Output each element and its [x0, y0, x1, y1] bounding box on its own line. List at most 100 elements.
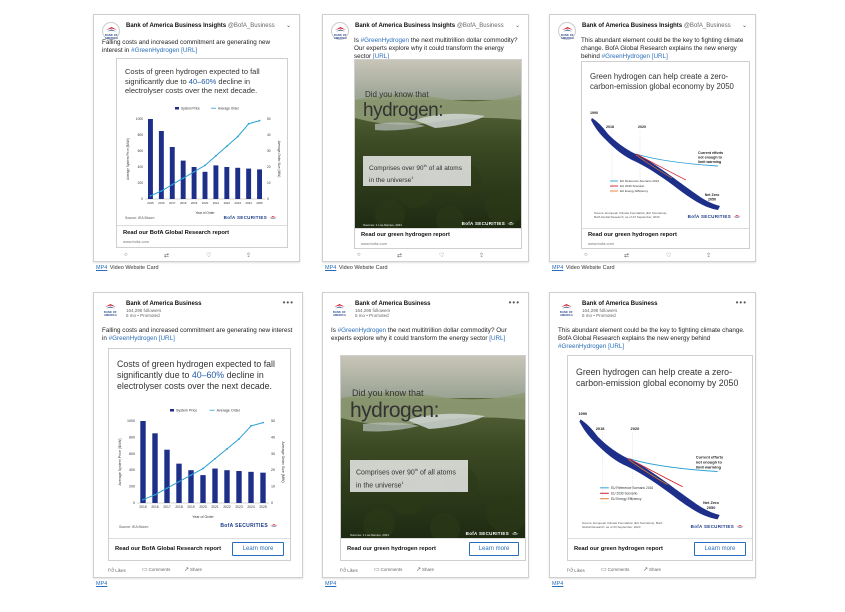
hashtag-link[interactable]: #GreenHydrogen [601, 53, 650, 60]
video-card[interactable]: Costs of green hydrogen expected to fall… [108, 348, 291, 561]
retweet-icon[interactable]: ⇄ [164, 253, 170, 259]
reply-icon[interactable]: ○ [584, 252, 588, 258]
y2-tick-label: 40 [267, 133, 271, 137]
like-button[interactable]: 👍︎Likes [567, 568, 585, 574]
legend-label: System Price [181, 107, 200, 111]
mp4-link[interactable]: MP4 [325, 265, 337, 271]
share-icon[interactable]: ⇪ [479, 253, 485, 259]
promoted-label: 5 mo • Promoted [582, 313, 616, 318]
account-name[interactable]: Bank of America Business [355, 301, 431, 307]
url-link[interactable]: [URL] [608, 343, 625, 350]
cta-url[interactable]: www.bofa.com [123, 239, 150, 244]
like-icon[interactable]: ♡ [206, 253, 212, 259]
hashtag-link[interactable]: #GreenHydrogen [131, 47, 180, 54]
bar [224, 167, 230, 199]
video-card[interactable]: Green hydrogen can help create a zero-ca… [581, 61, 750, 249]
avatar[interactable]: BANK OF AMERICA [558, 300, 576, 318]
account-name[interactable]: Bank of America Business Insights @BofA_… [355, 23, 504, 29]
card-cta[interactable]: Read our BofA Global Research report Lea… [109, 538, 290, 560]
share-button[interactable]: ↗Share [643, 567, 662, 573]
like-icon[interactable]: ♡ [666, 253, 672, 259]
url-link[interactable]: [URL] [181, 47, 198, 54]
share-icon[interactable]: ⇪ [706, 253, 712, 259]
cta-title[interactable]: Read our green hydrogen report [574, 546, 663, 552]
video-card[interactable]: Costs of green hydrogen expected to fall… [116, 58, 288, 248]
cta-url[interactable]: www.bofa.com [361, 241, 388, 246]
like-button[interactable]: 👍︎Likes [108, 568, 126, 574]
chevron-down-icon[interactable]: ⌄ [285, 23, 291, 29]
logo-text: BANK OF AMERICA [104, 311, 118, 317]
reply-icon[interactable]: ○ [124, 252, 128, 258]
line-point [214, 457, 216, 460]
card-cta[interactable]: Read our green hydrogen report Learn mor… [341, 538, 525, 560]
avatar[interactable]: BANK OF AMERICA [102, 22, 120, 40]
hashtag-link[interactable]: #GreenHydrogen [558, 343, 607, 350]
comment-button[interactable]: ▭Comments [374, 567, 403, 573]
video-card[interactable]: Did you know that hydrogen: Comprises ov… [354, 59, 522, 249]
mp4-link[interactable]: MP4 [552, 581, 564, 587]
video-card[interactable]: Did you know that hydrogen: Comprises ov… [340, 355, 526, 561]
learn-more-button[interactable]: Learn more [469, 542, 519, 556]
mp4-link[interactable]: MP4 [552, 265, 564, 271]
share-button[interactable]: ↗Share [416, 567, 435, 573]
video-card[interactable]: Green hydrogen can help create a zero-ca… [567, 355, 753, 561]
legend-label: EU Energy Efficiency [620, 189, 649, 193]
avatar[interactable]: BANK OF AMERICA [331, 300, 349, 318]
hashtag-link[interactable]: #GreenHydrogen [360, 37, 409, 44]
avatar[interactable]: BANK OF AMERICA [102, 300, 120, 318]
comment-button[interactable]: ▭Comments [142, 567, 171, 573]
cta-title[interactable]: Read our green hydrogen report [361, 232, 450, 238]
post-text: Is #GreenHydrogen the next multitrillion… [331, 327, 507, 342]
mp4-link[interactable]: MP4 [96, 265, 108, 271]
url-link[interactable]: [URL] [372, 53, 390, 60]
card-cta[interactable]: Read our BofA Global Research report www… [117, 225, 287, 247]
card-cta[interactable]: Read our green hydrogen report Learn mor… [568, 538, 752, 560]
comment-button[interactable]: ▭Comments [601, 567, 630, 573]
url-link[interactable]: [URL] [158, 335, 175, 342]
learn-more-button[interactable]: Learn more [694, 542, 746, 556]
cta-title[interactable]: Read our BofA Global Research report [123, 230, 230, 236]
retweet-icon[interactable]: ⇄ [397, 253, 403, 259]
more-options-icon[interactable]: ••• [735, 298, 747, 307]
hashtag-link[interactable]: #GreenHydrogen [108, 335, 157, 342]
mp4-link[interactable]: MP4 [325, 581, 337, 587]
account-name[interactable]: Bank of America Business [582, 301, 658, 307]
annotation-current-efforts: not enough to [696, 459, 723, 464]
like-icon[interactable]: ♡ [439, 253, 445, 259]
account-name[interactable]: Bank of America Business [126, 301, 202, 307]
y2-axis-label: Average Order Size (MW) [277, 141, 281, 178]
account-name[interactable]: Bank of America Business Insights @BofA_… [582, 23, 731, 29]
more-options-icon[interactable]: ••• [282, 298, 294, 307]
bar [176, 463, 182, 503]
x-axis-label: Year of Order [192, 515, 214, 519]
line-point [258, 119, 261, 122]
share-icon[interactable]: ⇪ [246, 253, 252, 259]
x-tick-label: 2021 [213, 201, 220, 205]
follower-count: 164,298 followers [355, 308, 391, 313]
retweet-icon[interactable]: ⇄ [624, 253, 630, 259]
cta-title[interactable]: Read our green hydrogen report [347, 546, 436, 552]
like-button[interactable]: 👍︎Likes [340, 568, 358, 574]
avatar[interactable]: BANK OF AMERICA [331, 22, 349, 40]
cta-url[interactable]: www.bofa.com [588, 241, 615, 246]
chevron-down-icon[interactable]: ⌄ [514, 23, 520, 29]
learn-more-button[interactable]: Learn more [232, 542, 284, 556]
post-actions: 👍︎Likes ▭Comments ↗Share [558, 566, 747, 574]
card-cta[interactable]: Read our green hydrogen report www.bofa.… [582, 228, 749, 248]
bofa-securities-logo: BofA SECURITIES [466, 531, 519, 536]
bar [180, 160, 186, 199]
account-name[interactable]: Bank of America Business Insights @BofA_… [126, 23, 275, 29]
cta-title[interactable]: Read our BofA Global Research report [115, 546, 222, 552]
url-link[interactable]: [URL] [651, 53, 668, 60]
url-link[interactable]: [URL] [489, 335, 506, 342]
more-options-icon[interactable]: ••• [508, 298, 520, 307]
chevron-down-icon[interactable]: ⌄ [741, 23, 747, 29]
card-cta[interactable]: Read our green hydrogen report www.bofa.… [355, 228, 521, 248]
hashtag-link[interactable]: #GreenHydrogen [337, 327, 386, 334]
avatar[interactable]: BANK OF AMERICA [558, 22, 576, 40]
reply-icon[interactable]: ○ [357, 252, 361, 258]
mp4-link[interactable]: MP4 [96, 581, 108, 587]
cta-title[interactable]: Read our green hydrogen report [588, 232, 677, 238]
share-button[interactable]: ↗Share [184, 567, 203, 573]
